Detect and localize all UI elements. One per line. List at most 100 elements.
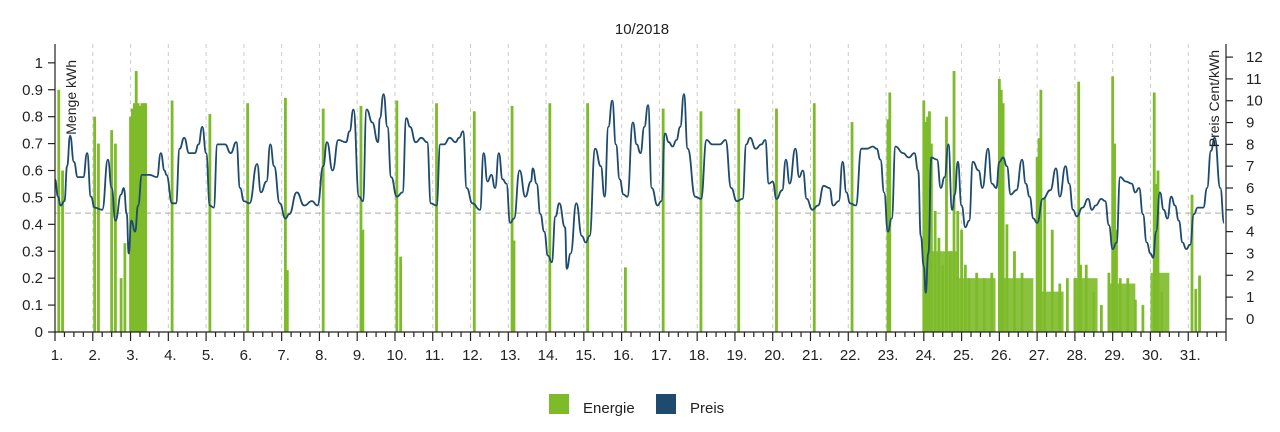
energy-bar bbox=[548, 103, 552, 332]
energy-bar bbox=[321, 108, 325, 332]
energy-bar bbox=[941, 264, 945, 332]
energy-bar bbox=[1084, 264, 1088, 332]
x-tick-label: 2. bbox=[89, 347, 102, 364]
x-tick-label: 31. bbox=[1180, 347, 1201, 364]
energy-bar bbox=[1077, 81, 1081, 332]
energy-bar bbox=[1156, 170, 1160, 332]
energy-bar bbox=[924, 122, 928, 332]
energy-bar bbox=[472, 111, 476, 332]
energy-bars bbox=[57, 70, 1201, 332]
energy-bar bbox=[1073, 278, 1077, 332]
left-tick-label: 0.2 bbox=[22, 270, 43, 287]
right-tick-label: 4 bbox=[1246, 224, 1254, 241]
energy-bar bbox=[956, 210, 960, 332]
left-tick-label: 0.3 bbox=[22, 243, 43, 260]
energy-bar bbox=[1043, 197, 1047, 332]
right-tick-label: 2 bbox=[1246, 267, 1254, 284]
axes bbox=[54, 44, 1227, 333]
energy-bar bbox=[359, 105, 363, 332]
energy-bar bbox=[144, 103, 148, 332]
energy-bar bbox=[97, 143, 100, 332]
x-tick-label: 8. bbox=[315, 347, 328, 364]
left-tick-label: 0 bbox=[35, 324, 43, 341]
energy-bar bbox=[886, 119, 890, 332]
left-tick-label: 0.5 bbox=[22, 189, 43, 206]
energy-bar bbox=[399, 256, 403, 332]
x-tick-label: 28. bbox=[1066, 347, 1087, 364]
energy-bar bbox=[57, 89, 61, 332]
energy-bar bbox=[1092, 291, 1096, 332]
x-tick-label: 24. bbox=[915, 347, 936, 364]
legend-swatch-preis bbox=[656, 394, 676, 414]
x-tick-label: 14. bbox=[538, 347, 559, 364]
energy-bar bbox=[134, 70, 138, 332]
x-tick-label: 18. bbox=[689, 347, 710, 364]
energy-bar bbox=[1065, 278, 1069, 332]
energy-bar bbox=[997, 78, 1001, 332]
energy-bar bbox=[285, 270, 289, 332]
y-axis-title-left: Menge kWh bbox=[63, 60, 79, 135]
energy-bar bbox=[132, 103, 136, 332]
energy-bar bbox=[208, 113, 212, 332]
energy-bar bbox=[1107, 272, 1111, 332]
energy-bar bbox=[929, 143, 933, 332]
right-tick-label: 6 bbox=[1246, 180, 1254, 197]
energy-bar bbox=[850, 122, 854, 332]
energy-bar bbox=[699, 111, 703, 332]
energy-bar bbox=[1152, 92, 1156, 332]
energy-bar bbox=[982, 278, 986, 332]
energy-bar bbox=[926, 116, 929, 332]
energy-bar bbox=[93, 116, 97, 332]
energy-bar bbox=[114, 143, 117, 332]
right-tick-label: 0 bbox=[1246, 311, 1254, 328]
x-tick-label: 1. bbox=[51, 347, 64, 364]
energy-bar bbox=[948, 251, 952, 332]
right-tick-label: 10 bbox=[1246, 93, 1263, 110]
legend-label-energie: Energie bbox=[583, 400, 635, 417]
legend: Energie Preis bbox=[549, 394, 724, 417]
energy-bar bbox=[945, 116, 948, 332]
right-tick-label: 3 bbox=[1246, 245, 1254, 262]
x-tick-label: 29. bbox=[1104, 347, 1125, 364]
energy-bar bbox=[1005, 224, 1009, 332]
x-tick-label: 3. bbox=[126, 347, 139, 364]
energy-bar bbox=[395, 100, 399, 332]
energy-bar bbox=[963, 264, 967, 332]
energy-bar bbox=[623, 267, 627, 332]
energy-bar bbox=[1198, 275, 1201, 332]
energy-bar bbox=[1113, 143, 1116, 332]
left-tick-label: 0.7 bbox=[22, 136, 43, 153]
energy-bar bbox=[142, 103, 146, 332]
energy-bar bbox=[140, 103, 144, 332]
energy-bar bbox=[110, 130, 114, 332]
legend-label-preis: Preis bbox=[690, 400, 724, 417]
chart-title: 10/2018 bbox=[615, 21, 669, 38]
right-tick-label: 7 bbox=[1246, 158, 1254, 175]
right-tick-label: 8 bbox=[1246, 136, 1254, 153]
energy-bar bbox=[999, 89, 1003, 332]
energy-bar bbox=[361, 229, 365, 332]
energy-bar bbox=[975, 272, 979, 332]
energy-bar bbox=[1035, 157, 1039, 332]
x-tick-label: 20. bbox=[764, 347, 785, 364]
legend-swatch-energie bbox=[549, 394, 569, 414]
x-tick-label: 16. bbox=[613, 347, 634, 364]
energy-bar bbox=[1126, 278, 1130, 332]
right-tick-label: 12 bbox=[1246, 49, 1263, 66]
right-tick-label: 11 bbox=[1246, 71, 1262, 88]
left-tick-label: 0.9 bbox=[22, 82, 43, 99]
energy-bar bbox=[922, 100, 926, 332]
x-tick-label: 7. bbox=[277, 347, 290, 364]
energy-bar bbox=[661, 108, 665, 332]
y-axis-title-right: Preis Cent/kWh bbox=[1206, 50, 1222, 147]
energy-bar bbox=[136, 103, 140, 332]
energy-bar bbox=[1111, 76, 1115, 332]
x-tick-label: 11. bbox=[425, 347, 445, 364]
energy-bar bbox=[512, 240, 516, 332]
energy-bar bbox=[170, 100, 174, 332]
energy-bar bbox=[1099, 305, 1103, 332]
x-tick-label: 9. bbox=[353, 347, 366, 364]
left-y-ticks: 0 0.1 0.2 0.3 0.4 0.5 0.6 0.7 0.8 0.9 1 bbox=[22, 55, 55, 341]
x-tick-label: 30. bbox=[1142, 347, 1163, 364]
energy-bar bbox=[990, 272, 994, 332]
